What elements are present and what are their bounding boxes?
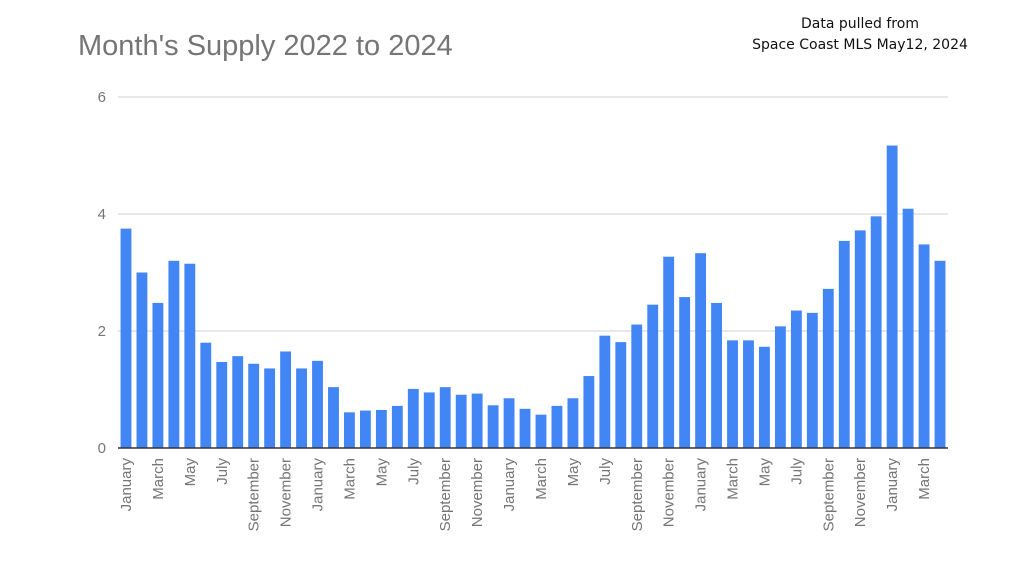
source-note-line-1: Data pulled from: [801, 16, 919, 32]
bar: [615, 342, 627, 448]
x-tick-label: July: [597, 458, 614, 485]
bar: [152, 302, 164, 448]
bar: [551, 405, 563, 448]
bar: [184, 263, 196, 448]
source-note-line-2: Space Coast MLS May12, 2024: [752, 37, 968, 53]
bar: [535, 414, 547, 448]
x-tick-label: January: [310, 458, 327, 512]
x-tick-label: September: [437, 458, 454, 531]
bar: [120, 228, 132, 448]
bar: [759, 346, 770, 448]
bar: [264, 368, 276, 448]
y-tick-label: 0: [98, 440, 106, 457]
x-tick-label: March: [725, 458, 742, 500]
x-tick-label: September: [246, 458, 263, 531]
bar: [359, 410, 371, 448]
x-tick-label: May: [565, 458, 582, 487]
bar: [200, 342, 212, 448]
bar: [647, 304, 659, 448]
bar: [136, 272, 148, 448]
y-tick-label: 6: [98, 89, 106, 106]
chart-title: Month's Supply 2022 to 2024: [78, 30, 453, 62]
bar: [695, 253, 707, 448]
x-tick-label: May: [182, 458, 199, 487]
bar: [168, 260, 180, 448]
x-tick-label: July: [214, 458, 231, 485]
x-tick-label: January: [501, 458, 518, 512]
bar: [790, 310, 802, 448]
bar: [503, 398, 515, 448]
x-tick-label: May: [756, 458, 773, 487]
bar: [663, 256, 675, 448]
bar: [248, 363, 260, 448]
x-tick-label: November: [469, 458, 486, 527]
bar: [583, 376, 595, 448]
y-tick-label: 2: [98, 323, 106, 340]
bar: [312, 360, 323, 448]
x-tick-label: January: [118, 458, 135, 512]
bar: [743, 340, 754, 448]
bar: [679, 297, 691, 448]
x-tick-label: September: [820, 458, 837, 531]
bars: [120, 145, 946, 448]
bar: [599, 335, 611, 448]
bar: [407, 388, 419, 448]
bar: [886, 145, 898, 448]
bar: [280, 351, 292, 448]
bar: [631, 324, 643, 448]
bar: [519, 408, 531, 448]
x-tick-label: July: [788, 458, 805, 485]
x-tick-label: November: [661, 458, 678, 527]
x-tick-label: March: [341, 458, 358, 500]
x-tick-label: March: [150, 458, 167, 500]
bar: [328, 387, 339, 448]
bar: [934, 260, 946, 448]
bar: [774, 326, 786, 448]
bar: [455, 394, 467, 448]
bar: [232, 356, 244, 448]
bar: [471, 393, 483, 448]
bar: [375, 409, 387, 448]
x-tick-label: March: [916, 458, 933, 500]
bar: [711, 302, 722, 448]
bar: [822, 288, 834, 448]
bar: [391, 405, 403, 448]
bar: [854, 230, 866, 448]
bar: [806, 312, 818, 448]
x-tick-label: January: [693, 458, 710, 512]
x-tick-label: November: [852, 458, 869, 527]
y-tick-label: 4: [98, 206, 106, 223]
y-axis-ticks: 0 2 4 6: [98, 89, 106, 457]
bar: [487, 405, 499, 448]
bar: [918, 244, 930, 448]
bar: [902, 208, 914, 448]
bar: [423, 392, 435, 448]
bar: [838, 240, 850, 448]
x-tick-label: September: [629, 458, 646, 531]
x-tick-label: July: [405, 458, 422, 485]
source-note: Data pulled from Space Coast MLS May12, …: [740, 14, 980, 56]
bar: [296, 368, 307, 448]
bar: [870, 216, 882, 448]
bar: [567, 398, 579, 448]
x-tick-label: January: [884, 458, 901, 512]
bar: [439, 387, 451, 448]
x-tick-label: May: [373, 458, 390, 487]
x-axis-ticks: January March May July September November Janu…: [118, 458, 933, 532]
bar: [216, 362, 228, 448]
x-tick-label: March: [533, 458, 550, 500]
bar: [727, 340, 738, 448]
x-tick-label: November: [278, 458, 295, 527]
bar: [344, 412, 355, 448]
